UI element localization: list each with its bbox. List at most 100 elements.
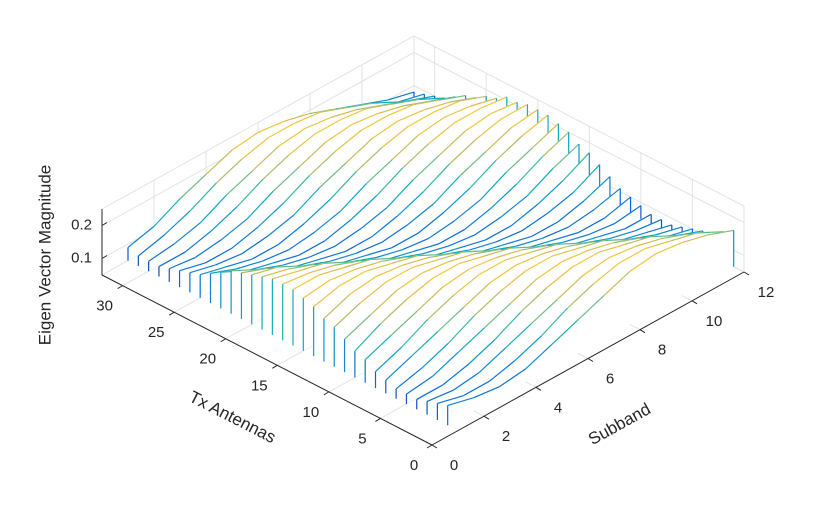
waterfall-segment: [475, 118, 502, 141]
waterfall-segment: [438, 130, 466, 156]
waterfall-segment: [241, 267, 268, 274]
waterfall-segment: [697, 231, 724, 234]
waterfall-segment: [392, 134, 419, 160]
waterfall-segment: [360, 206, 388, 229]
waterfall-segment: [635, 219, 662, 232]
waterfall-segment: [189, 264, 217, 274]
waterfall-segment: [582, 257, 610, 276]
waterfall-segment: [417, 211, 445, 234]
waterfall-segment: [426, 389, 454, 402]
waterfall-segment: [520, 287, 548, 313]
waterfall-segment: [479, 171, 507, 201]
waterfall-segment: [474, 248, 501, 255]
waterfall-segment: [444, 105, 471, 118]
waterfall-segment: [463, 380, 490, 397]
waterfall-segment: [366, 158, 393, 185]
waterfall-segment: [351, 113, 378, 126]
waterfall-segment: [526, 168, 554, 197]
waterfall-segment: [395, 367, 423, 390]
waterfall-segment: [361, 115, 388, 131]
x-tick-label: 10: [706, 313, 723, 330]
waterfall-segment: [499, 368, 527, 388]
waterfall-segment: [599, 228, 626, 238]
waterfall-segment: [514, 335, 542, 361]
waterfall-segment: [469, 159, 497, 189]
waterfall-segment: [288, 133, 316, 156]
y-tick: [117, 285, 123, 290]
waterfall-segment: [277, 223, 305, 246]
x-tick: [431, 444, 438, 449]
waterfall-segment: [308, 264, 335, 274]
waterfall-segment: [454, 107, 482, 124]
waterfall-segment: [521, 212, 548, 232]
waterfall-segment: [556, 274, 584, 301]
waterfall-segment: [346, 102, 373, 109]
waterfall-segment: [645, 224, 672, 234]
waterfall-segment: [376, 167, 404, 196]
waterfall-segment: [449, 139, 476, 165]
waterfall-segment: [536, 179, 564, 206]
waterfall-segment: [416, 384, 444, 400]
waterfall-segment: [246, 190, 274, 220]
waterfall-segment: [485, 225, 512, 241]
waterfall-segment: [397, 191, 424, 217]
waterfall-segment: [407, 203, 435, 226]
waterfall-segment: [624, 213, 652, 230]
waterfall-segment: [304, 116, 331, 130]
waterfall-segment: [562, 233, 590, 243]
waterfall-segment: [499, 270, 527, 293]
waterfall-segment: [215, 158, 243, 184]
waterfall-segment: [329, 171, 357, 200]
waterfall-segment: [603, 271, 631, 297]
waterfall-segment: [153, 198, 181, 227]
waterfall-segment: [521, 114, 549, 137]
waterfall-segment: [257, 202, 284, 228]
waterfall-segment: [681, 234, 708, 244]
waterfall-segment: [184, 230, 212, 253]
x-tick: [535, 386, 542, 391]
waterfall-segment: [370, 290, 397, 316]
waterfall-segment: [314, 210, 341, 233]
waterfall-segment: [267, 214, 295, 237]
waterfall-segment: [277, 265, 304, 268]
waterfall-segment: [468, 339, 496, 365]
waterfall-segment: [390, 310, 418, 336]
waterfall-segment: [572, 251, 600, 268]
waterfall-segment: [660, 233, 688, 240]
waterfall-segment: [541, 245, 568, 255]
waterfall-segment: [272, 166, 300, 192]
waterfall-segment: [448, 253, 475, 263]
waterfall-segment: [577, 239, 605, 249]
waterfall-segment: [442, 268, 470, 288]
y-tick: [220, 338, 227, 343]
waterfall-segment: [320, 107, 347, 113]
waterfall-segment: [377, 105, 404, 115]
z-tick-label: 0.1: [71, 249, 92, 266]
waterfall-segment: [604, 196, 631, 219]
y-tick-label: 15: [251, 377, 268, 394]
waterfall-segment: [334, 260, 361, 266]
waterfall-segment: [593, 187, 621, 210]
waterfall-segment: [215, 253, 243, 266]
waterfall-segment: [127, 225, 155, 248]
waterfall-segment: [521, 244, 548, 251]
waterfall-segment: [323, 293, 351, 320]
waterfall-segment: [489, 264, 517, 284]
waterfall-segment: [241, 137, 269, 160]
waterfall-segment: [272, 270, 299, 280]
waterfall-segment: [220, 218, 248, 241]
waterfall-segment: [148, 243, 175, 262]
waterfall-segment: [418, 116, 445, 136]
waterfall-segment: [433, 175, 461, 205]
waterfall-segment: [438, 251, 465, 261]
waterfall-segment: [463, 282, 491, 308]
waterfall-segment: [484, 303, 511, 329]
waterfall-segment: [629, 253, 657, 273]
y-tick: [323, 391, 330, 396]
y-tick-label: 25: [148, 324, 165, 341]
waterfall-segment: [324, 124, 352, 144]
waterfall-segment: [458, 255, 486, 265]
x-tick: [743, 271, 750, 276]
waterfall-segment: [251, 266, 278, 276]
waterfall-segment: [516, 237, 543, 247]
